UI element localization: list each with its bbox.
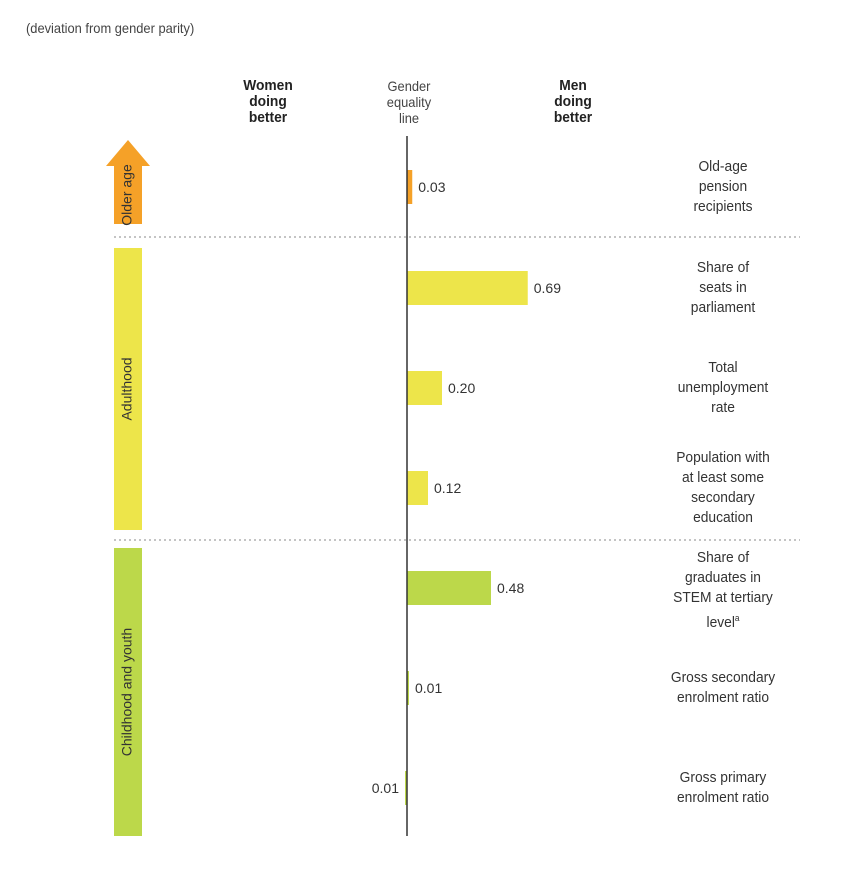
data-label: 0.12: [434, 480, 461, 496]
category-label: Total unemployment rate: [677, 359, 769, 416]
data-bar: [407, 571, 491, 605]
data-bar: [407, 170, 413, 204]
data-label: 0.01: [415, 680, 442, 696]
data-label: 0.69: [534, 280, 561, 296]
category-label: Gross secondary enrolment ratio: [670, 669, 776, 706]
women-doing-better-header: Women doing better: [243, 77, 293, 126]
data-label: 0.03: [418, 179, 445, 195]
group-label: Adulthood: [119, 357, 135, 420]
group-bar-adulthood: [114, 248, 142, 530]
group-label: Childhood and youth: [119, 628, 135, 756]
group-label: Older age: [119, 164, 135, 226]
data-bar: [407, 671, 409, 705]
data-label: 0.20: [448, 380, 475, 396]
data-bar: [407, 271, 528, 305]
men-doing-better-header: Men doing better: [553, 77, 593, 126]
category-label: Share of seats in parliament: [690, 259, 756, 316]
chart-subtitle: (deviation from gender parity): [26, 20, 195, 36]
gender-equality-line-header: Gender equality line: [386, 78, 432, 126]
group-arrow-older-age: [106, 140, 150, 224]
data-label: 0.48: [497, 580, 524, 596]
group-bar-childhood-and-youth: [114, 548, 142, 836]
data-bar: [405, 771, 407, 805]
data-bar: [407, 371, 442, 405]
category-label: Gross primary enrolment ratio: [676, 769, 770, 806]
data-label: 0.01: [372, 780, 399, 796]
category-label: Share of graduates in STEM at tertiary leve…: [673, 549, 773, 631]
data-bar: [407, 471, 428, 505]
category-label: Old-age pension recipients: [693, 158, 753, 215]
category-label: Population with at least some secondary edu…: [676, 449, 770, 526]
